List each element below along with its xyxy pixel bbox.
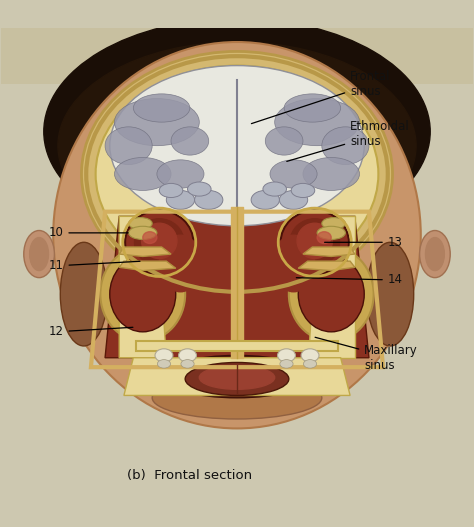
Ellipse shape [317, 226, 346, 239]
Ellipse shape [301, 349, 319, 362]
Polygon shape [298, 261, 355, 270]
Polygon shape [136, 341, 338, 350]
Ellipse shape [159, 183, 183, 198]
Text: Ethmoidal
sinus: Ethmoidal sinus [287, 120, 410, 161]
Text: Frontal
sinus: Frontal sinus [251, 71, 391, 124]
Ellipse shape [188, 182, 211, 196]
Polygon shape [105, 217, 369, 358]
Ellipse shape [279, 190, 308, 209]
Ellipse shape [280, 359, 293, 368]
Ellipse shape [157, 359, 171, 368]
Ellipse shape [142, 223, 177, 259]
Ellipse shape [291, 183, 315, 198]
Ellipse shape [82, 52, 392, 297]
Ellipse shape [166, 190, 195, 209]
Ellipse shape [110, 65, 364, 226]
Ellipse shape [100, 247, 185, 341]
Ellipse shape [60, 242, 108, 346]
Ellipse shape [303, 158, 359, 190]
Ellipse shape [162, 355, 312, 398]
Polygon shape [119, 261, 176, 270]
Ellipse shape [303, 359, 317, 368]
Text: (b)  Frontal section: (b) Frontal section [128, 469, 253, 482]
Ellipse shape [30, 238, 48, 270]
Ellipse shape [115, 99, 199, 145]
Ellipse shape [133, 94, 190, 122]
Ellipse shape [143, 232, 157, 243]
Ellipse shape [419, 230, 450, 278]
Ellipse shape [24, 230, 55, 278]
Bar [1, 28, 473, 84]
Polygon shape [303, 247, 355, 257]
Ellipse shape [297, 223, 332, 259]
Ellipse shape [290, 219, 339, 266]
Ellipse shape [289, 247, 374, 341]
Ellipse shape [298, 257, 364, 332]
Text: 14: 14 [296, 274, 403, 287]
Ellipse shape [115, 158, 171, 190]
Ellipse shape [155, 349, 173, 362]
Polygon shape [119, 247, 171, 257]
Ellipse shape [273, 235, 315, 292]
Text: 11: 11 [48, 259, 140, 272]
Ellipse shape [426, 238, 444, 270]
Ellipse shape [53, 42, 421, 428]
Ellipse shape [366, 242, 414, 346]
Text: 13: 13 [325, 236, 403, 249]
Ellipse shape [284, 94, 341, 122]
Ellipse shape [181, 359, 194, 368]
Ellipse shape [251, 190, 279, 209]
Ellipse shape [58, 42, 416, 249]
Ellipse shape [195, 190, 223, 209]
Polygon shape [119, 217, 166, 358]
Ellipse shape [265, 127, 303, 155]
Ellipse shape [125, 210, 193, 274]
Text: 10: 10 [48, 227, 128, 239]
Polygon shape [308, 217, 355, 358]
Text: 12: 12 [48, 325, 133, 338]
Ellipse shape [96, 65, 378, 282]
Ellipse shape [322, 127, 369, 164]
Polygon shape [124, 358, 350, 395]
Ellipse shape [128, 226, 157, 239]
Ellipse shape [152, 377, 322, 419]
Ellipse shape [281, 210, 349, 274]
Ellipse shape [277, 349, 295, 362]
Ellipse shape [128, 218, 152, 229]
Ellipse shape [317, 232, 331, 243]
Ellipse shape [110, 257, 176, 332]
Ellipse shape [105, 127, 152, 164]
Ellipse shape [44, 18, 430, 245]
Ellipse shape [199, 366, 275, 389]
Ellipse shape [171, 127, 209, 155]
Ellipse shape [159, 235, 201, 292]
Ellipse shape [270, 160, 317, 188]
Ellipse shape [263, 182, 286, 196]
Ellipse shape [179, 349, 197, 362]
Ellipse shape [322, 218, 346, 229]
Ellipse shape [135, 219, 184, 266]
Ellipse shape [275, 99, 359, 145]
Ellipse shape [157, 160, 204, 188]
Ellipse shape [185, 363, 289, 395]
Text: Maxillary
sinus: Maxillary sinus [315, 337, 418, 372]
